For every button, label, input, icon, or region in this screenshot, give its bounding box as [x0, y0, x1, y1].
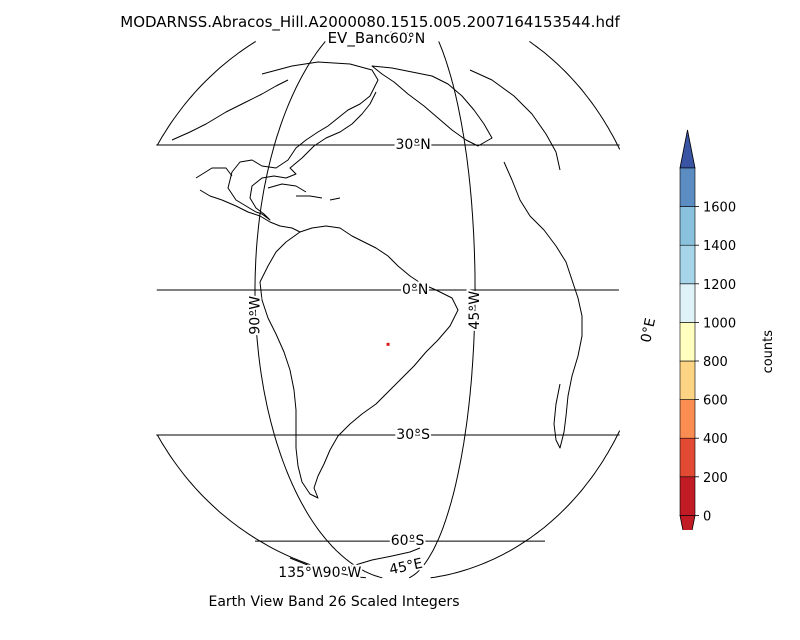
meridian-line: [254, 41, 383, 579]
colorbar-tick-label: 1200: [703, 278, 736, 293]
parallel-label: 30°S: [396, 427, 430, 443]
parallel-label: 60°N: [390, 31, 425, 47]
coastline-greenland: [371, 65, 493, 147]
meridian-label: 90°W: [248, 296, 264, 335]
parallel-label: 0°N: [402, 282, 428, 298]
meridian-line: [408, 41, 476, 579]
colorbar: 0 200 400 600 800 1000 1200 1400 1600 counts: [679, 129, 776, 530]
parallel-label: 60°S: [391, 533, 425, 549]
colorbar-segment: [679, 476, 696, 516]
coastline-africa: [503, 161, 583, 449]
coastline-antarctica: [289, 547, 421, 571]
colorbar-tick-label: 200: [703, 471, 728, 486]
coastline-north-america: [227, 61, 379, 221]
graticule-labels: 60°N30°N0°N30°S60°S90°W 45°W0°E45°E135°W9…: [246, 29, 662, 583]
colorbar-tick-label: 800: [703, 355, 728, 370]
colorbar-segment: [679, 244, 696, 285]
colorbar-segment: [679, 399, 696, 439]
meridian-label: 0°E: [638, 317, 659, 345]
meridian-label: 45°W: [467, 291, 483, 330]
meridian-line: [430, 40, 621, 579]
colorbar-tick-label: 1600: [703, 201, 736, 216]
data-point-layer: [386, 342, 390, 346]
meridian-label: 45°E: [388, 556, 424, 579]
colorbar-segment: [679, 167, 696, 207]
colorbar-segment: [679, 206, 696, 246]
colorbar-segment: [679, 360, 696, 400]
colorbar-segment: [679, 283, 696, 323]
figure-subtitle: EV_Band26: [327, 29, 413, 47]
colorbar-label: counts: [761, 330, 776, 374]
colorbar-segment: [679, 322, 696, 362]
colorbar-tick-label: 400: [703, 432, 728, 447]
coastline-europe: [469, 69, 561, 171]
coastline-north-america-west: [171, 79, 289, 179]
figure-title: MODARNSS.Abracos_Hill.A2000080.1515.005.…: [120, 13, 620, 31]
colorbar-segment: [679, 437, 696, 478]
x-axis-label: Earth View Band 26 Scaled Integers: [208, 594, 460, 610]
coastline-south-america: [259, 225, 459, 499]
data-pixel-marker: [386, 342, 390, 346]
colorbar-over-triangle: [679, 129, 696, 169]
coastlines: [171, 61, 583, 571]
coastline-caribbean: [267, 183, 341, 201]
colorbar-tick-label: 1000: [703, 316, 736, 331]
meridian-label-overlap: 90°W: [323, 565, 362, 581]
colorbar-under-triangle: [679, 514, 696, 530]
colorbar-tick-label: 0: [703, 509, 711, 524]
parallel-label: 30°N: [395, 137, 430, 153]
coastline-central-america: [199, 189, 301, 233]
colorbar-tick-label: 600: [703, 394, 728, 409]
meridian-line: [156, 40, 366, 579]
graticule: [156, 40, 621, 579]
meridian-label-overlap: 135°W: [278, 565, 326, 581]
colorbar-tick-label: 1400: [703, 239, 736, 254]
